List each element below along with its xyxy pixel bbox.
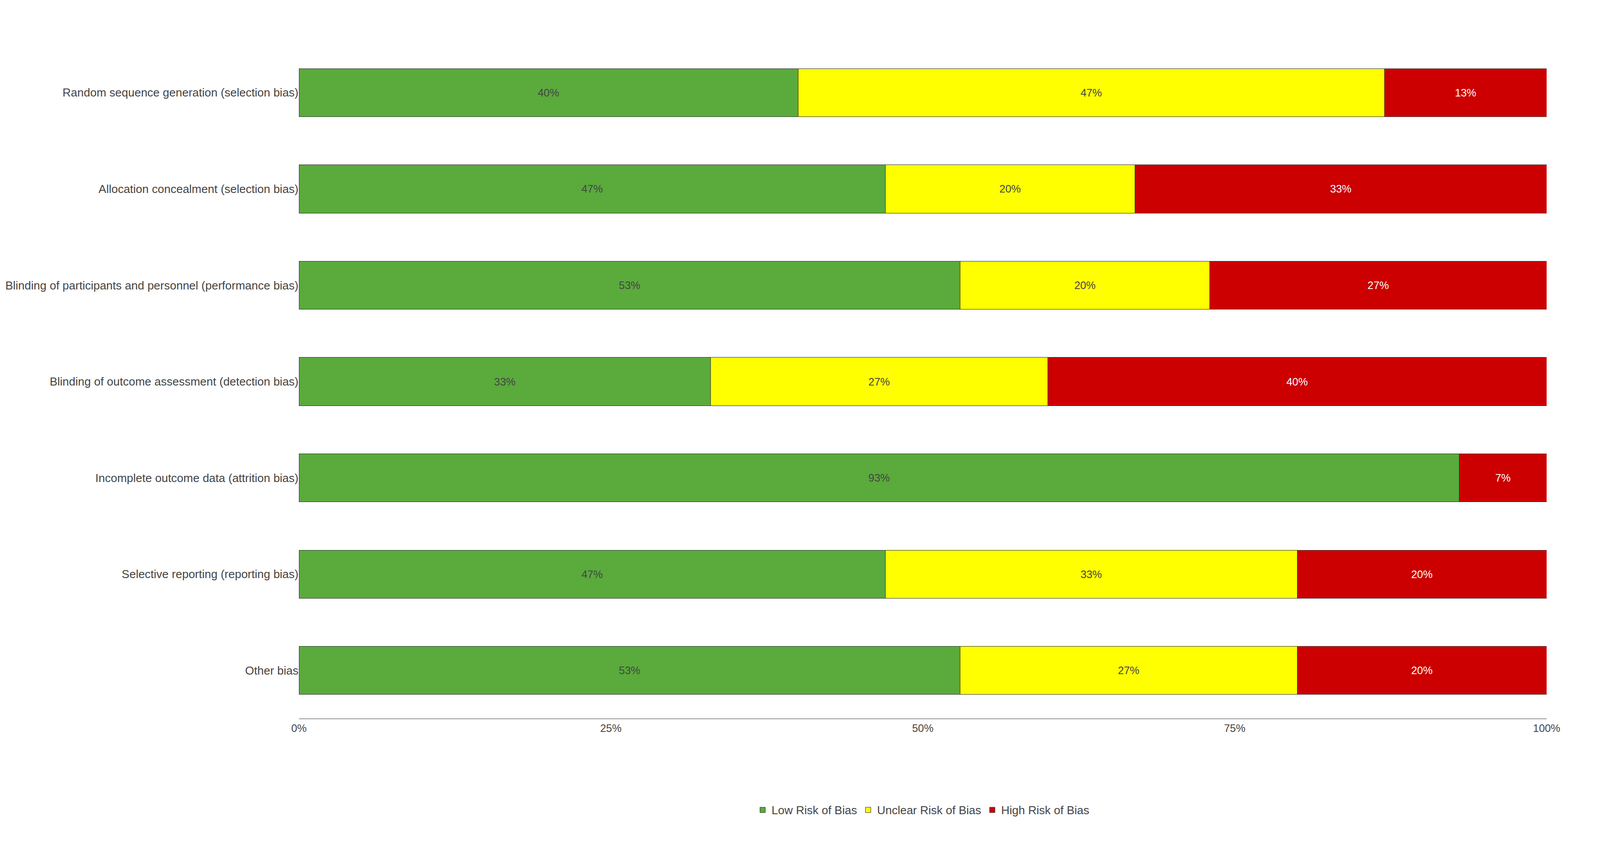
svg-text:20%: 20% <box>999 182 1021 195</box>
svg-text:75%: 75% <box>1224 722 1246 735</box>
svg-text:27%: 27% <box>1117 664 1140 677</box>
svg-text:7%: 7% <box>1495 471 1511 484</box>
svg-text:Random sequence generation (se: Random sequence generation (selection bi… <box>62 85 299 100</box>
svg-text:33%: 33% <box>1329 182 1352 195</box>
svg-text:53%: 53% <box>618 279 641 292</box>
svg-text:Unclear Risk of Bias: Unclear Risk of Bias <box>877 803 982 818</box>
svg-text:47%: 47% <box>581 182 603 195</box>
svg-text:33%: 33% <box>1080 568 1102 581</box>
svg-text:Blinding of participants and p: Blinding of participants and personnel (… <box>5 278 299 293</box>
svg-text:Allocation concealment (select: Allocation concealment (selection bias) <box>98 182 299 196</box>
svg-text:Other bias: Other bias <box>245 664 299 678</box>
svg-text:53%: 53% <box>618 664 641 677</box>
svg-text:13%: 13% <box>1454 86 1477 99</box>
svg-text:50%: 50% <box>911 722 934 735</box>
svg-text:27%: 27% <box>868 375 890 388</box>
svg-text:40%: 40% <box>537 86 560 99</box>
svg-text:100%: 100% <box>1532 722 1560 735</box>
svg-text:93%: 93% <box>868 471 890 484</box>
svg-text:Incomplete outcome data (attri: Incomplete outcome data (attrition bias) <box>95 471 299 485</box>
svg-text:Blinding of outcome assessment: Blinding of outcome assessment (detectio… <box>49 374 299 389</box>
svg-text:47%: 47% <box>1080 86 1102 99</box>
svg-text:20%: 20% <box>1074 279 1096 292</box>
svg-text:33%: 33% <box>494 375 516 388</box>
svg-text:25%: 25% <box>600 722 622 735</box>
svg-text:40%: 40% <box>1286 375 1308 388</box>
svg-text:20%: 20% <box>1410 568 1433 581</box>
svg-text:Selective reporting (reporting: Selective reporting (reporting bias) <box>121 567 299 581</box>
svg-text:High Risk of Bias: High Risk of Bias <box>1001 803 1090 818</box>
svg-text:27%: 27% <box>1367 279 1389 292</box>
svg-text:20%: 20% <box>1410 664 1433 677</box>
svg-text:0%: 0% <box>291 722 307 735</box>
svg-text:47%: 47% <box>581 568 603 581</box>
svg-text:Low Risk of Bias: Low Risk of Bias <box>771 803 858 818</box>
